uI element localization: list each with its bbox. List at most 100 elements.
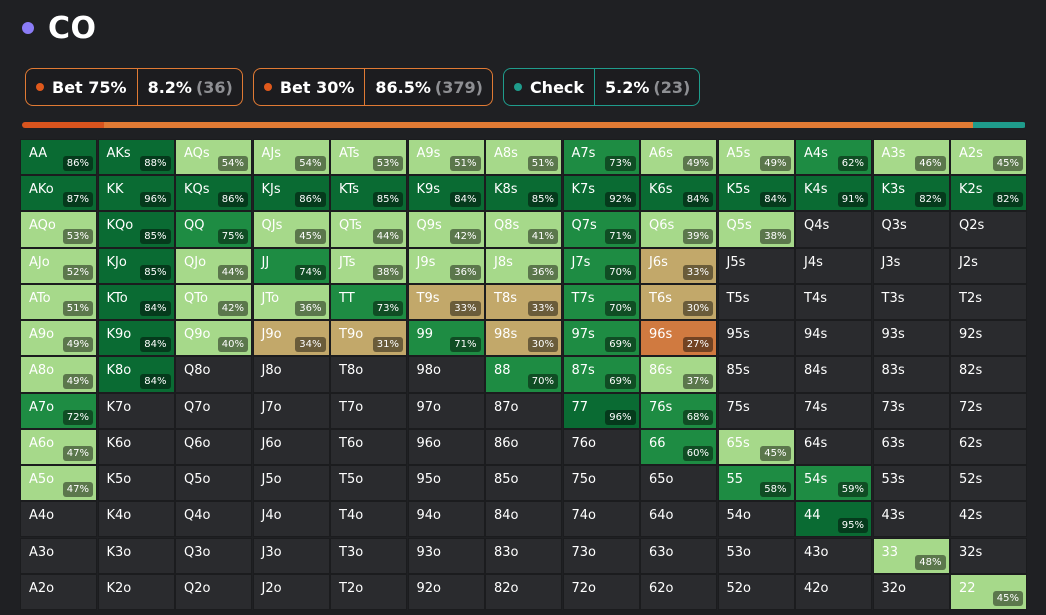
hand-cell[interactable]: K5s 84% bbox=[717, 175, 795, 212]
hand-cell[interactable]: 96s 27% bbox=[640, 320, 717, 357]
hand-cell[interactable]: T9o 31% bbox=[330, 320, 407, 357]
hand-cell[interactable]: 75s bbox=[717, 392, 795, 429]
hand-cell[interactable]: A6o 47% bbox=[20, 428, 97, 466]
hand-cell[interactable]: 86s 37% bbox=[640, 356, 717, 393]
hand-cell[interactable]: 93s bbox=[872, 320, 950, 357]
hand-cell[interactable]: KQs 86% bbox=[175, 175, 252, 212]
hand-cell[interactable]: J5s bbox=[717, 247, 795, 284]
hand-cell[interactable]: Q8s 41% bbox=[485, 211, 562, 248]
hand-cell[interactable]: 98s 30% bbox=[485, 320, 562, 357]
hand-cell[interactable]: A7o 72% bbox=[20, 392, 97, 429]
hand-cell[interactable]: 76s 68% bbox=[640, 392, 717, 429]
hand-cell[interactable]: 97o bbox=[407, 392, 485, 429]
hand-cell[interactable]: ATs 53% bbox=[330, 139, 407, 176]
hand-cell[interactable]: T4s bbox=[795, 283, 872, 321]
hand-cell[interactable]: J9s 36% bbox=[407, 247, 485, 284]
hand-cell[interactable]: ATo 51% bbox=[20, 283, 97, 321]
hand-cell[interactable]: 64s bbox=[795, 428, 872, 466]
hand-cell[interactable]: T8s 33% bbox=[485, 283, 562, 321]
hand-cell[interactable]: JTs 38% bbox=[330, 247, 407, 284]
hand-cell[interactable]: J3o bbox=[252, 537, 330, 574]
hand-cell[interactable]: 74o bbox=[562, 501, 640, 538]
hand-cell[interactable]: Q2s bbox=[950, 211, 1027, 248]
hand-cell[interactable]: K4s 91% bbox=[795, 175, 872, 212]
hand-cell[interactable]: QTo 42% bbox=[175, 283, 252, 321]
hand-cell[interactable]: 63s bbox=[872, 428, 950, 466]
hand-cell[interactable]: 85o bbox=[485, 465, 562, 502]
hand-cell[interactable]: 55 58% bbox=[717, 465, 795, 502]
hand-cell[interactable]: AQo 53% bbox=[20, 211, 97, 248]
hand-cell[interactable]: J7s 70% bbox=[562, 247, 640, 284]
hand-cell[interactable]: K2s 82% bbox=[950, 175, 1027, 212]
hand-cell[interactable]: A7s 73% bbox=[562, 139, 640, 176]
hand-cell[interactable]: J5o bbox=[252, 465, 330, 502]
hand-cell[interactable]: 63o bbox=[640, 537, 717, 574]
hand-cell[interactable]: J6s 33% bbox=[640, 247, 717, 284]
hand-cell[interactable]: J2o bbox=[252, 573, 330, 610]
hand-cell[interactable]: K4o bbox=[97, 501, 175, 538]
hand-cell[interactable]: AJs 54% bbox=[252, 139, 330, 176]
hand-cell[interactable]: 53o bbox=[717, 537, 795, 574]
hand-cell[interactable]: 32o bbox=[872, 573, 950, 610]
hand-cell[interactable]: T4o bbox=[330, 501, 407, 538]
hand-cell[interactable]: 62s bbox=[950, 428, 1027, 466]
hand-cell[interactable]: Q5s 38% bbox=[717, 211, 795, 248]
hand-cell[interactable]: T3s bbox=[872, 283, 950, 321]
hand-cell[interactable]: 66 60% bbox=[640, 428, 717, 466]
hand-cell[interactable]: J7o bbox=[252, 392, 330, 429]
hand-cell[interactable]: 52o bbox=[717, 573, 795, 610]
hand-cell[interactable]: 62o bbox=[640, 573, 717, 610]
hand-cell[interactable]: Q7s 71% bbox=[562, 211, 640, 248]
hand-cell[interactable]: K6o bbox=[97, 428, 175, 466]
hand-cell[interactable]: K7o bbox=[97, 392, 175, 429]
hand-cell[interactable]: 22 45% bbox=[950, 573, 1027, 610]
hand-cell[interactable]: KJs 86% bbox=[252, 175, 330, 212]
hand-cell[interactable]: QQ 75% bbox=[175, 211, 252, 248]
hand-cell[interactable]: K3s 82% bbox=[872, 175, 950, 212]
hand-cell[interactable]: AKs 88% bbox=[97, 139, 175, 176]
hand-cell[interactable]: J2s bbox=[950, 247, 1027, 284]
hand-cell[interactable]: Q3o bbox=[175, 537, 252, 574]
hand-cell[interactable]: 94s bbox=[795, 320, 872, 357]
hand-cell[interactable]: QJo 44% bbox=[175, 247, 252, 284]
hand-cell[interactable]: J8o bbox=[252, 356, 330, 393]
hand-cell[interactable]: Q4s bbox=[795, 211, 872, 248]
hand-cell[interactable]: Q9o 40% bbox=[175, 320, 252, 357]
hand-cell[interactable]: 76o bbox=[562, 428, 640, 466]
hand-cell[interactable]: Q9s 42% bbox=[407, 211, 485, 248]
hand-cell[interactable]: 72s bbox=[950, 392, 1027, 429]
hand-cell[interactable]: KJo 85% bbox=[97, 247, 175, 284]
hand-cell[interactable]: 87s 69% bbox=[562, 356, 640, 393]
hand-cell[interactable]: K2o bbox=[97, 573, 175, 610]
hand-cell[interactable]: TT 73% bbox=[330, 283, 407, 321]
hand-cell[interactable]: A4o bbox=[20, 501, 97, 538]
hand-cell[interactable]: A2s 45% bbox=[950, 139, 1027, 176]
hand-cell[interactable]: Q5o bbox=[175, 465, 252, 502]
hand-cell[interactable]: 85s bbox=[717, 356, 795, 393]
hand-cell[interactable]: J6o bbox=[252, 428, 330, 466]
action-bet-75[interactable]: Bet 75% 8.2% (36) bbox=[25, 68, 243, 106]
hand-cell[interactable]: A4s 62% bbox=[795, 139, 872, 176]
hand-cell[interactable]: K5o bbox=[97, 465, 175, 502]
hand-cell[interactable]: 98o bbox=[407, 356, 485, 393]
hand-cell[interactable]: Q8o bbox=[175, 356, 252, 393]
hand-cell[interactable]: 64o bbox=[640, 501, 717, 538]
hand-cell[interactable]: 77 96% bbox=[562, 392, 640, 429]
hand-cell[interactable]: K7s 92% bbox=[562, 175, 640, 212]
hand-cell[interactable]: 65o bbox=[640, 465, 717, 502]
hand-cell[interactable]: A5o 47% bbox=[20, 465, 97, 502]
hand-cell[interactable]: A3o bbox=[20, 537, 97, 574]
hand-cell[interactable]: AA 86% bbox=[20, 139, 97, 176]
hand-cell[interactable]: 73o bbox=[562, 537, 640, 574]
hand-cell[interactable]: 87o bbox=[485, 392, 562, 429]
hand-cell[interactable]: AQs 54% bbox=[175, 139, 252, 176]
hand-cell[interactable]: 84s bbox=[795, 356, 872, 393]
hand-cell[interactable]: AKo 87% bbox=[20, 175, 97, 212]
hand-cell[interactable]: 44 95% bbox=[795, 501, 872, 538]
hand-cell[interactable]: 52s bbox=[950, 465, 1027, 502]
hand-cell[interactable]: 99 71% bbox=[407, 320, 485, 357]
hand-cell[interactable]: 43o bbox=[795, 537, 872, 574]
hand-cell[interactable]: JJ 74% bbox=[252, 247, 330, 284]
hand-cell[interactable]: KK 96% bbox=[97, 175, 175, 212]
action-bet-30[interactable]: Bet 30% 86.5% (379) bbox=[252, 68, 493, 106]
